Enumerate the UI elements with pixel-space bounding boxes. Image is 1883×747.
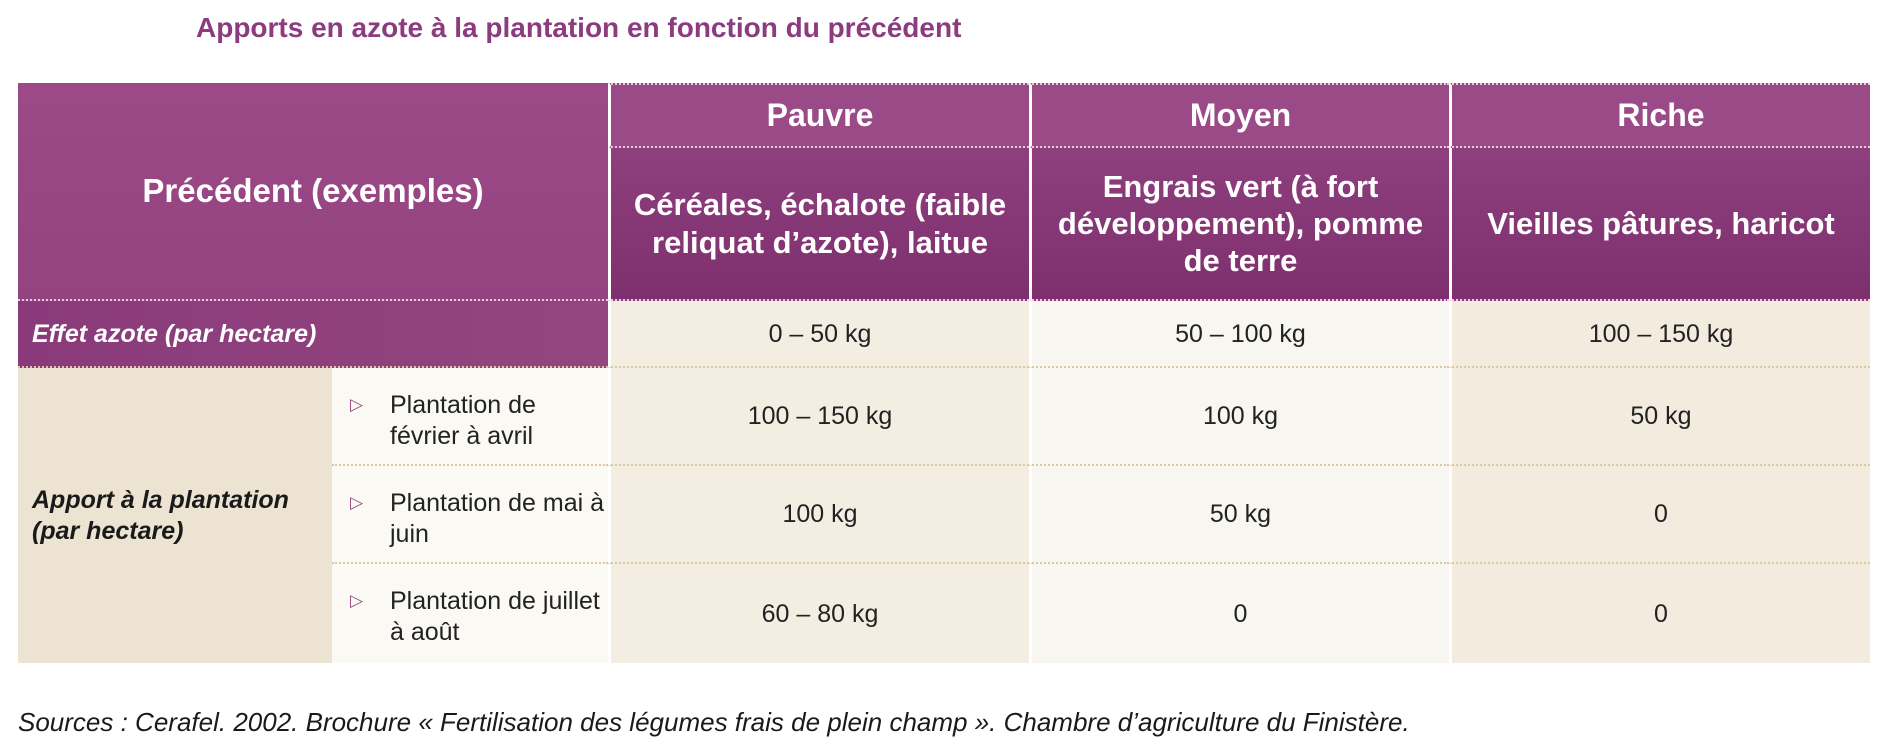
apport-value: 0 bbox=[1449, 564, 1870, 663]
plantation-period-label: Plantation de juillet à août bbox=[390, 587, 600, 646]
nitrogen-table: Précédent (exemples) Pauvre Moyen Riche … bbox=[18, 83, 1870, 663]
apport-value: 0 bbox=[1449, 466, 1870, 564]
effet-value-moyen: 50 – 100 kg bbox=[1029, 301, 1449, 368]
header-examples-moyen: Engrais vert (à fort développement), pom… bbox=[1029, 148, 1449, 301]
table-row-label: ▷ Plantation de mai à juin bbox=[332, 466, 608, 564]
header-corner: Précédent (exemples) bbox=[18, 83, 608, 301]
header-level-moyen: Moyen bbox=[1029, 83, 1449, 148]
document-title: Apports en azote à la plantation en fonc… bbox=[196, 12, 962, 43]
header-examples-pauvre: Céréales, échalote (faible reliquat d’az… bbox=[608, 148, 1029, 301]
triangle-right-icon: ▷ bbox=[350, 493, 364, 512]
apport-value: 100 kg bbox=[608, 466, 1029, 564]
table-row-label: ▷ Plantation de février à avril bbox=[332, 368, 608, 466]
effet-value-pauvre: 0 – 50 kg bbox=[608, 301, 1029, 368]
apport-value: 50 kg bbox=[1449, 368, 1870, 466]
triangle-right-icon: ▷ bbox=[350, 591, 364, 610]
header-level-pauvre: Pauvre bbox=[608, 83, 1029, 148]
triangle-right-icon: ▷ bbox=[350, 395, 364, 414]
table-row-label: ▷ Plantation de juillet à août bbox=[332, 564, 608, 663]
apport-value: 100 kg bbox=[1029, 368, 1449, 466]
apport-value: 0 bbox=[1029, 564, 1449, 663]
plantation-period-label: Plantation de février à avril bbox=[390, 391, 536, 450]
sources-note: Sources : Cerafel. 2002. Brochure « Fert… bbox=[18, 707, 1410, 737]
apport-value: 100 – 150 kg bbox=[608, 368, 1029, 466]
apport-value: 60 – 80 kg bbox=[608, 564, 1029, 663]
header-examples-riche: Vieilles pâtures, haricot bbox=[1449, 148, 1870, 301]
plantation-period-label: Plantation de mai à juin bbox=[390, 489, 605, 548]
effet-azote-label: Effet azote (par hectare) bbox=[18, 301, 608, 368]
effet-value-riche: 100 – 150 kg bbox=[1449, 301, 1870, 368]
apport-plantation-label: Apport à la plantation (par hectare) bbox=[18, 368, 332, 663]
apport-value: 50 kg bbox=[1029, 466, 1449, 564]
header-level-riche: Riche bbox=[1449, 83, 1870, 148]
